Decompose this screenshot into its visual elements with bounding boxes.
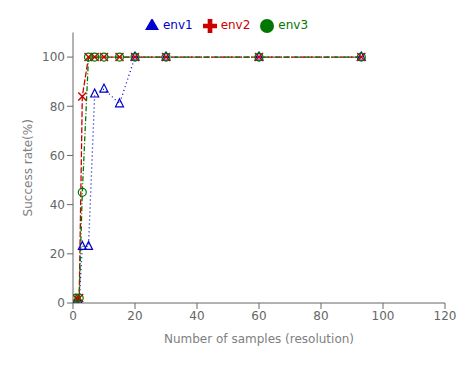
svg-text:40: 40: [50, 198, 65, 212]
svg-text:80: 80: [313, 309, 328, 323]
html-text:env1: env1: [162, 18, 193, 32]
html-text:env3: env3: [278, 18, 309, 32]
svg-text:100: 100: [42, 50, 65, 64]
svg-text:80: 80: [50, 100, 65, 114]
svg-text:60: 60: [50, 149, 65, 163]
svg-text:60: 60: [251, 309, 266, 323]
svg-text:100: 100: [372, 309, 395, 323]
svg-text:Success rate(%): Success rate(%): [21, 119, 35, 216]
svg-text:Number of samples (resolution): Number of samples (resolution): [164, 332, 354, 346]
svg-text:40: 40: [189, 309, 204, 323]
svg-text:20: 20: [127, 309, 142, 323]
svg-text:20: 20: [50, 247, 65, 261]
svg-text:120: 120: [434, 309, 457, 323]
html-text:env2: env2: [220, 18, 251, 32]
svg-text:0: 0: [69, 309, 77, 323]
svg-text:0: 0: [57, 296, 65, 310]
